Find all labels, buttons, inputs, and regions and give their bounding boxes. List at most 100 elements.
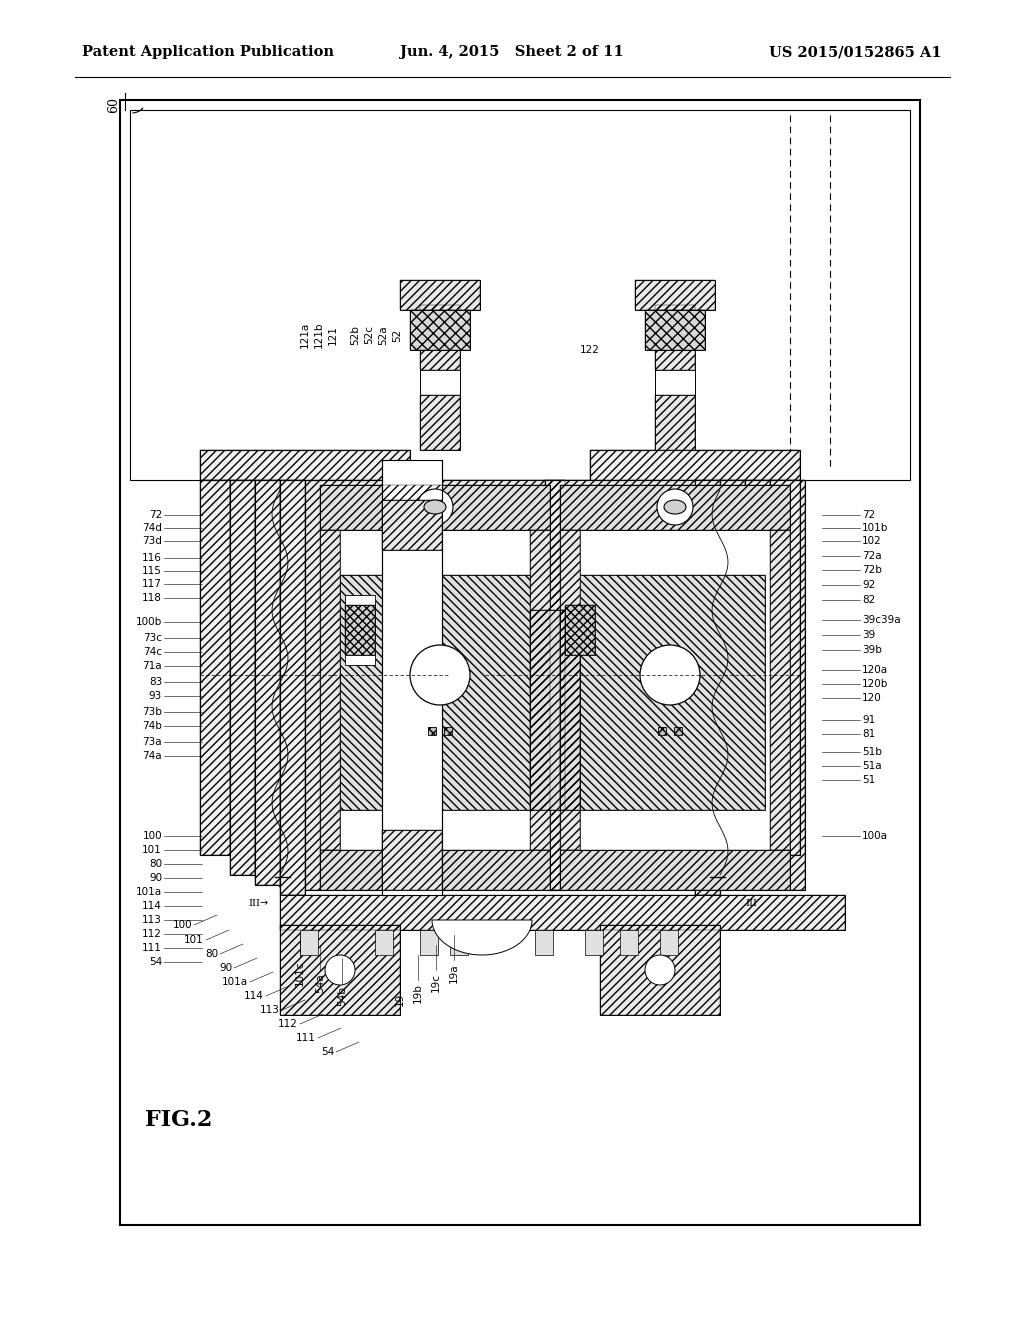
Text: 19b: 19b bbox=[413, 983, 423, 1003]
Bar bbox=[560, 484, 790, 531]
Bar bbox=[345, 595, 375, 665]
Bar bbox=[565, 605, 595, 655]
Bar bbox=[720, 480, 745, 884]
Bar bbox=[658, 727, 666, 735]
Bar bbox=[695, 480, 720, 895]
Text: 113: 113 bbox=[142, 915, 162, 925]
Bar bbox=[345, 605, 375, 655]
Bar bbox=[560, 531, 580, 850]
Bar bbox=[420, 305, 460, 370]
Text: 82: 82 bbox=[862, 595, 876, 605]
Text: 54b: 54b bbox=[337, 986, 347, 1006]
Text: 112: 112 bbox=[142, 929, 162, 939]
Text: 54: 54 bbox=[148, 957, 162, 968]
Text: 51b: 51b bbox=[862, 747, 882, 756]
Bar bbox=[280, 480, 305, 895]
Text: Jun. 4, 2015   Sheet 2 of 11: Jun. 4, 2015 Sheet 2 of 11 bbox=[400, 45, 624, 59]
Bar bbox=[560, 525, 790, 855]
Text: 72a: 72a bbox=[862, 550, 882, 561]
Bar bbox=[530, 610, 565, 810]
Bar bbox=[420, 931, 438, 954]
Bar bbox=[200, 480, 230, 855]
Bar bbox=[319, 531, 340, 850]
Text: 101: 101 bbox=[184, 935, 204, 945]
Bar bbox=[635, 280, 715, 310]
Bar bbox=[530, 531, 550, 850]
Text: →: → bbox=[260, 898, 268, 908]
Bar bbox=[420, 395, 460, 450]
Text: 92: 92 bbox=[862, 579, 876, 590]
Bar bbox=[565, 605, 595, 655]
Text: 101c: 101c bbox=[295, 960, 305, 986]
Text: 72: 72 bbox=[862, 510, 876, 520]
Bar bbox=[530, 531, 550, 850]
Text: 101a: 101a bbox=[222, 977, 248, 987]
Text: 118: 118 bbox=[142, 593, 162, 603]
Text: Patent Application Publication: Patent Application Publication bbox=[82, 45, 334, 59]
Text: 121a: 121a bbox=[300, 322, 310, 348]
Circle shape bbox=[657, 488, 693, 525]
Bar bbox=[200, 450, 410, 480]
FancyArrowPatch shape bbox=[133, 108, 142, 114]
Text: 115: 115 bbox=[142, 566, 162, 576]
Text: 120: 120 bbox=[862, 693, 882, 704]
Bar bbox=[655, 395, 695, 450]
Bar bbox=[130, 110, 910, 480]
Text: 114: 114 bbox=[244, 991, 264, 1001]
Bar bbox=[319, 850, 550, 890]
Text: 80: 80 bbox=[148, 859, 162, 869]
Text: 74b: 74b bbox=[142, 721, 162, 731]
Text: 80: 80 bbox=[205, 949, 218, 960]
Polygon shape bbox=[432, 920, 532, 954]
Text: 121: 121 bbox=[328, 325, 338, 345]
Bar bbox=[428, 727, 436, 735]
Bar bbox=[645, 310, 705, 350]
Bar bbox=[420, 395, 460, 450]
Text: 102: 102 bbox=[862, 536, 882, 546]
Bar bbox=[319, 525, 550, 855]
Bar bbox=[770, 480, 800, 855]
Circle shape bbox=[325, 954, 355, 985]
Bar bbox=[200, 480, 230, 855]
Bar bbox=[410, 310, 470, 350]
Text: 100: 100 bbox=[142, 832, 162, 841]
Text: 120b: 120b bbox=[862, 678, 889, 689]
Bar bbox=[230, 480, 255, 875]
Text: 52b: 52b bbox=[350, 325, 360, 345]
Text: 81: 81 bbox=[862, 729, 876, 739]
Text: 73d: 73d bbox=[142, 536, 162, 546]
Text: 51a: 51a bbox=[862, 762, 882, 771]
Text: 113: 113 bbox=[260, 1005, 280, 1015]
Ellipse shape bbox=[664, 500, 686, 513]
Bar bbox=[382, 830, 442, 890]
Text: 100a: 100a bbox=[862, 832, 888, 841]
Bar bbox=[255, 480, 280, 884]
Bar bbox=[319, 531, 340, 850]
Text: 71a: 71a bbox=[142, 661, 162, 671]
Bar bbox=[340, 576, 540, 810]
Text: 121b: 121b bbox=[314, 322, 324, 348]
Bar bbox=[382, 500, 442, 550]
Bar bbox=[410, 310, 470, 350]
Text: 101b: 101b bbox=[862, 523, 889, 533]
Bar bbox=[585, 931, 603, 954]
Bar bbox=[375, 931, 393, 954]
Bar bbox=[280, 895, 845, 931]
Text: 116: 116 bbox=[142, 553, 162, 564]
Bar bbox=[255, 480, 280, 884]
Bar bbox=[720, 480, 745, 884]
Circle shape bbox=[410, 645, 470, 705]
Bar bbox=[655, 305, 695, 370]
Bar bbox=[545, 480, 805, 890]
Bar bbox=[565, 576, 765, 810]
Bar bbox=[420, 305, 460, 370]
Bar bbox=[695, 480, 720, 895]
Bar bbox=[560, 850, 790, 890]
Text: 54: 54 bbox=[321, 1047, 334, 1057]
Bar bbox=[400, 280, 480, 310]
Bar bbox=[535, 931, 553, 954]
Text: 19a: 19a bbox=[449, 964, 459, 982]
Bar bbox=[319, 484, 550, 531]
Text: 101a: 101a bbox=[136, 887, 162, 898]
Bar bbox=[620, 931, 638, 954]
